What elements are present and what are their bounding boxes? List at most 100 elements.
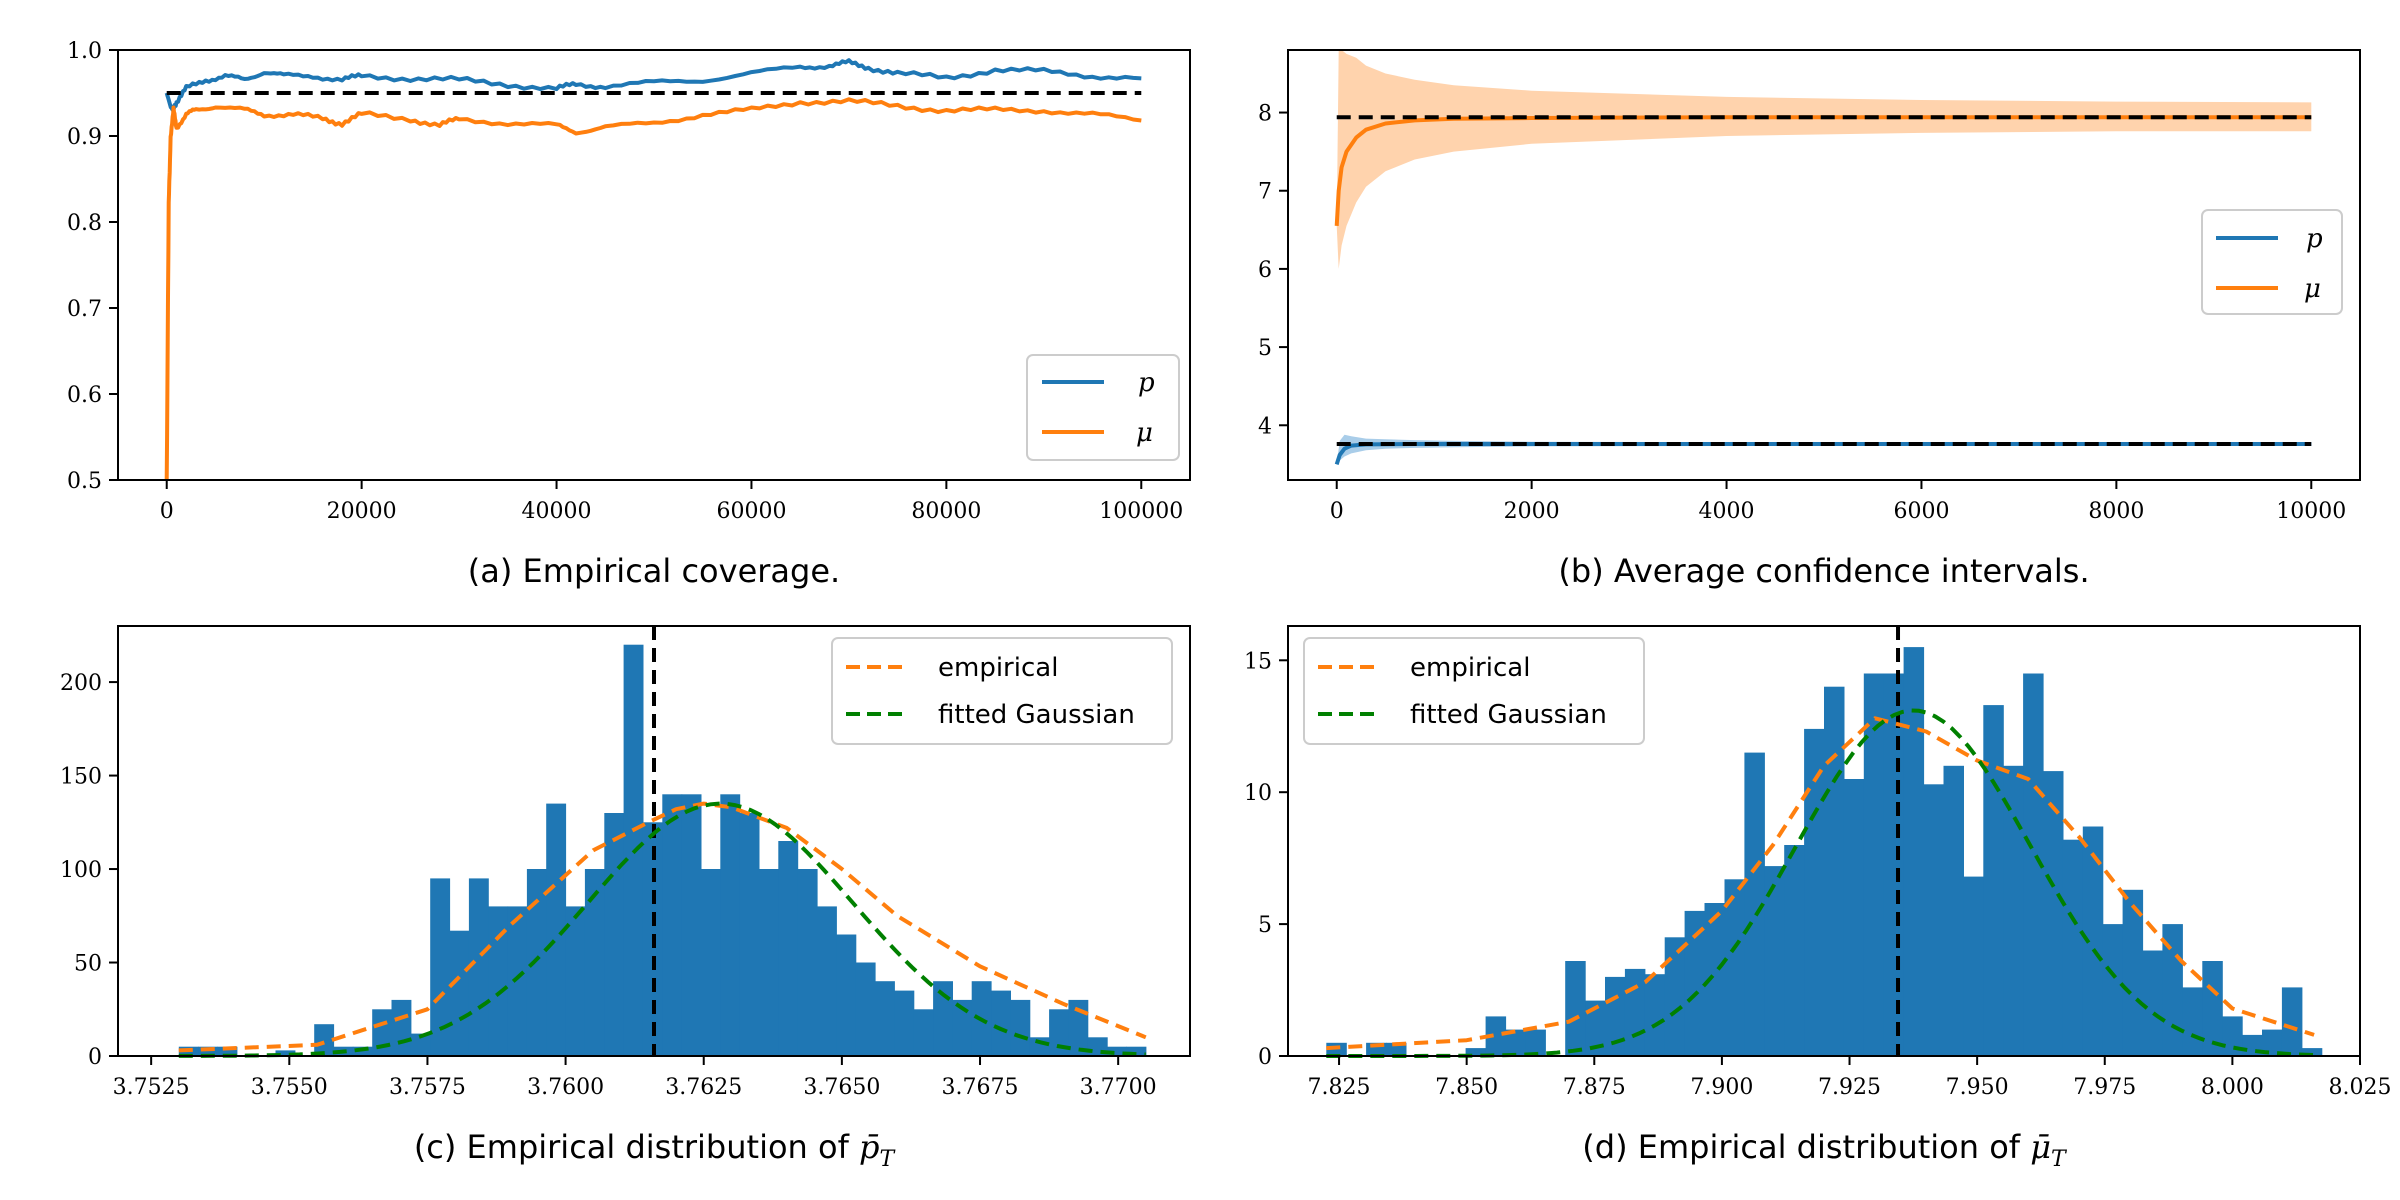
panel-d-hist-bar-8 bbox=[1485, 1016, 1507, 1056]
panel-d-hist-bar-12 bbox=[1565, 961, 1586, 1056]
panel-b-frame bbox=[1287, 49, 2361, 481]
panel-b-series-mu-band bbox=[1336, 50, 2312, 269]
panel-b-xtick-label-5: 10000 bbox=[2276, 499, 2346, 524]
panel-a-ytick-label-1: 0.6 bbox=[67, 383, 102, 408]
panel-a-ytick-label-0: 0.5 bbox=[67, 469, 102, 494]
panel-d-xtick-label-7: 8.000 bbox=[2201, 1075, 2264, 1100]
panel-c-hist-bar-40 bbox=[952, 999, 973, 1056]
panel-d-hist-bar-38 bbox=[2082, 826, 2104, 1056]
panel-c-hist-bar-37 bbox=[894, 990, 915, 1056]
panel-d-legend-label-empirical: empirical bbox=[1410, 653, 1530, 683]
panel-d-hist-bar-23 bbox=[1784, 845, 1805, 1056]
panel-b-series-p-line bbox=[1334, 442, 2312, 466]
panel-d-hist-bar-3 bbox=[1386, 1042, 1407, 1056]
panel-d-frame bbox=[1287, 625, 2361, 1057]
panel-a-legend-box bbox=[1026, 354, 1180, 461]
panel-b-ytick-label-1: 5 bbox=[1258, 336, 1272, 361]
panel-c-hist-bar-19 bbox=[546, 803, 567, 1056]
panel-c-xtick-label-3: 3.7600 bbox=[527, 1075, 604, 1100]
panel-d-hist-bar-41 bbox=[2142, 950, 2163, 1056]
panel-d-xtick-label-8: 8.025 bbox=[2329, 1075, 2392, 1100]
panel-c-hist-bar-34 bbox=[836, 934, 857, 1056]
panel-c-hist-bar-38 bbox=[913, 1009, 934, 1056]
panel-d-ytick-label-0: 0 bbox=[1258, 1045, 1272, 1070]
panel-b-xtick-label-3: 6000 bbox=[1893, 499, 1949, 524]
panel-c-xtick-label-7: 3.7700 bbox=[1080, 1075, 1157, 1100]
panel-a-frame bbox=[117, 49, 1191, 481]
panel-b-xtick-label-1: 2000 bbox=[1504, 499, 1560, 524]
panel-c-hist-bar-12 bbox=[410, 1033, 431, 1056]
panel-d-hist-bar-40 bbox=[2122, 889, 2144, 1056]
panel-a-ytick-label-5: 1.0 bbox=[67, 39, 102, 64]
panel-c-xtick-label-5: 3.7650 bbox=[803, 1075, 880, 1100]
panel-d-xtick-label-3: 7.900 bbox=[1690, 1075, 1753, 1100]
panel-d-hist-bar-39 bbox=[2102, 924, 2124, 1056]
panel-c-hist-bar-26 bbox=[681, 794, 702, 1056]
panel-c-hist-bar-5 bbox=[275, 1050, 296, 1056]
panel-c-caption-symbol: p̄ bbox=[859, 1128, 879, 1166]
panel-a-xtick-label-4: 80000 bbox=[911, 499, 981, 524]
panel-d-hist-bar-14 bbox=[1605, 976, 1626, 1056]
panel-d-legend-label-gaussian: fitted Gaussian bbox=[1410, 700, 1607, 730]
panel-d-hist-bar-9 bbox=[1505, 1029, 1526, 1056]
panel-a-ytick-label-3: 0.8 bbox=[67, 211, 102, 236]
panel-c-hist-bar-45 bbox=[1049, 1009, 1069, 1056]
panel-d-xtick-label-5: 7.950 bbox=[1946, 1075, 2009, 1100]
panel-c-legend-label-gaussian: fitted Gaussian bbox=[938, 700, 1135, 730]
panel-d-hist-bar-10 bbox=[1525, 1029, 1546, 1056]
panel-d-empirical-curve bbox=[1326, 716, 2315, 1051]
panel-c-caption-prefix: (c) Empirical distribution of bbox=[414, 1128, 859, 1166]
panel-d-hist-bar-44 bbox=[2202, 961, 2223, 1056]
panel-b-ytick-label-3: 7 bbox=[1258, 180, 1272, 205]
panel-d-hist-bar-37 bbox=[2062, 839, 2084, 1056]
panel-d-xtick-label-2: 7.875 bbox=[1563, 1075, 1626, 1100]
panel-c-hist-bar-22 bbox=[604, 813, 625, 1056]
panel-d-xtick-label-6: 7.975 bbox=[2073, 1075, 2136, 1100]
panel-d-hist-bar-16 bbox=[1644, 974, 1666, 1056]
panel-b-series-p-band bbox=[1336, 434, 2312, 465]
panel-d-ytick-label-3: 15 bbox=[1244, 649, 1272, 674]
panel-c-hist-bar-32 bbox=[797, 869, 818, 1056]
panel-c-hist-bar-11 bbox=[391, 999, 412, 1056]
panel-c-hist-bar-30 bbox=[759, 869, 779, 1056]
panel-a-xtick-label-5: 100000 bbox=[1099, 499, 1183, 524]
panel-c-gaussian-curve bbox=[178, 801, 1146, 1058]
panel-c-hist-bar-10 bbox=[372, 1009, 393, 1056]
panel-c-hist-bar-20 bbox=[565, 906, 586, 1056]
panel-a-series-mu-line bbox=[164, 97, 1142, 481]
panel-c-hist-bar-16 bbox=[488, 906, 509, 1056]
panel-c-hist-bar-28 bbox=[720, 794, 741, 1056]
panel-d-ytick-label-1: 5 bbox=[1258, 913, 1272, 938]
panel-c-frame bbox=[117, 625, 1191, 1057]
panel-c-hist-bar-7 bbox=[314, 1024, 335, 1056]
panel-a-series-p-line bbox=[164, 58, 1142, 112]
panel-a-legend-label-p: p bbox=[1138, 368, 1155, 398]
panel-c-hist-bar-14 bbox=[449, 930, 470, 1056]
panel-b-average-confidence-intervals: 0 2000 4000 6000 8000 10000 4 5 6 7 8 p μ (b) Aver… bbox=[1258, 49, 2361, 590]
panel-c-xtick-label-0: 3.7525 bbox=[113, 1075, 190, 1100]
panel-d-hist-bar-36 bbox=[2043, 771, 2064, 1056]
panel-c-hist-bar-48 bbox=[1107, 1046, 1127, 1056]
panel-d-hist-bar-17 bbox=[1664, 937, 1686, 1056]
panel-c-hist-bar-1 bbox=[198, 1046, 218, 1056]
panel-c-ytick-label-0: 0 bbox=[88, 1045, 102, 1070]
panel-c-hist-bar-29 bbox=[739, 813, 760, 1056]
panel-d-hist-bar-18 bbox=[1684, 910, 1706, 1056]
panel-c-hist-bar-25 bbox=[662, 794, 683, 1056]
panel-b-legend-label-p: p bbox=[2306, 224, 2323, 254]
panel-c-ytick-label-4: 200 bbox=[60, 671, 102, 696]
panel-d-caption-prefix: (d) Empirical distribution of bbox=[1582, 1128, 2030, 1166]
panel-d-hist-bar-15 bbox=[1624, 968, 1646, 1056]
panel-a-legend: p μ bbox=[1026, 354, 1180, 461]
panel-d-hist-bar-47 bbox=[2262, 1029, 2283, 1056]
panel-d-hist-bar-26 bbox=[1843, 779, 1865, 1056]
panel-a-legend-label-mu: μ bbox=[1136, 418, 1153, 448]
panel-b-ytick-label-2: 6 bbox=[1258, 258, 1272, 283]
panel-d-legend-box bbox=[1303, 637, 1645, 745]
panel-c-hist-bar-31 bbox=[778, 841, 799, 1056]
panel-d-caption-symbol: μ̄ bbox=[2030, 1128, 2051, 1166]
panel-d-xtick-label-4: 7.925 bbox=[1818, 1075, 1881, 1100]
panel-c-caption-subscript: T bbox=[879, 1147, 896, 1172]
panel-d-hist-bar-35 bbox=[2023, 673, 2044, 1056]
